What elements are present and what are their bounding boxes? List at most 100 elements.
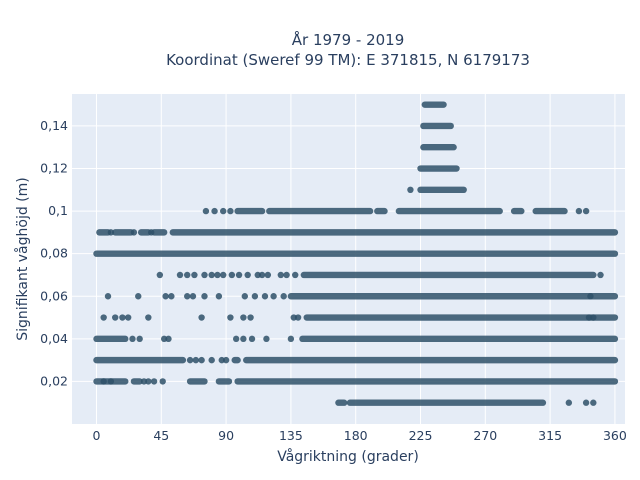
chart-title-line-1: År 1979 - 2019 xyxy=(292,30,405,49)
y-tick-label: 0,04 xyxy=(40,331,68,346)
data-point xyxy=(241,293,249,300)
data-point xyxy=(165,335,172,343)
data-point xyxy=(240,314,247,321)
data-point xyxy=(184,271,191,279)
data-point-cluster xyxy=(300,271,597,279)
data-point-cluster xyxy=(234,207,266,215)
x-tick-label: 180 xyxy=(344,428,368,443)
data-point xyxy=(247,314,254,321)
data-point xyxy=(251,293,259,300)
data-point-cluster xyxy=(137,229,152,236)
x-tick-label: 315 xyxy=(538,428,562,443)
y-tick-label: 0,02 xyxy=(40,373,68,388)
data-point-cluster xyxy=(231,356,241,364)
data-point xyxy=(215,293,223,300)
x-tick-label: 225 xyxy=(409,428,433,443)
data-point xyxy=(575,207,583,215)
data-point-cluster xyxy=(299,335,619,343)
y-axis-title: Signifikant våghöjd (m) xyxy=(14,177,31,340)
data-point xyxy=(220,207,227,215)
x-axis-title: Vågriktning (grader) xyxy=(277,448,419,465)
data-point xyxy=(202,207,210,215)
data-point xyxy=(222,356,230,364)
data-point xyxy=(176,271,184,279)
y-axis-ticks: 0,02 0,04 0,06 0,08 0,1 0,12 0,14 xyxy=(40,118,68,388)
data-point xyxy=(168,293,175,300)
data-point xyxy=(582,207,590,215)
data-point xyxy=(148,229,155,236)
data-point xyxy=(283,271,290,279)
data-point-cluster xyxy=(287,293,619,300)
data-point-cluster xyxy=(303,314,619,321)
data-point xyxy=(220,271,227,279)
y-tick-label: 0,08 xyxy=(40,246,68,261)
data-point xyxy=(263,335,270,343)
data-point xyxy=(124,314,132,321)
data-point-cluster xyxy=(243,356,619,364)
data-point-cluster xyxy=(215,378,233,385)
data-point-cluster xyxy=(112,229,135,236)
data-point xyxy=(192,356,200,364)
data-point-cluster xyxy=(335,399,348,406)
data-point xyxy=(407,186,414,194)
data-point xyxy=(201,271,208,279)
chart-title-line-2: Koordinat (Sweref 99 TM): E 371815, N 61… xyxy=(166,51,530,69)
data-point xyxy=(145,314,152,321)
x-tick-label: 270 xyxy=(473,428,497,443)
data-point xyxy=(597,271,604,279)
data-point-cluster xyxy=(417,165,460,172)
data-point xyxy=(189,293,197,300)
data-point-cluster xyxy=(420,122,454,130)
data-point xyxy=(201,293,208,300)
data-point xyxy=(184,293,191,300)
plot-area xyxy=(72,94,625,424)
data-point-cluster xyxy=(395,207,503,215)
data-point xyxy=(145,378,152,385)
data-point-cluster xyxy=(266,207,374,215)
data-point xyxy=(156,271,164,279)
data-point xyxy=(208,271,215,279)
data-point xyxy=(214,271,221,279)
data-point xyxy=(287,335,295,343)
data-point xyxy=(277,271,285,279)
data-point xyxy=(244,271,251,279)
data-point xyxy=(136,335,143,343)
x-tick-label: 360 xyxy=(603,428,627,443)
data-point xyxy=(198,314,205,321)
data-point xyxy=(264,271,272,279)
y-tick-label: 0,12 xyxy=(40,161,68,176)
data-point xyxy=(135,293,142,300)
data-point-cluster xyxy=(374,207,388,215)
data-point xyxy=(590,314,597,321)
data-point xyxy=(191,271,198,279)
data-point-cluster xyxy=(421,101,447,108)
data-point xyxy=(235,271,243,279)
data-point xyxy=(100,378,107,385)
data-point xyxy=(100,314,107,321)
data-point xyxy=(211,207,218,215)
x-tick-label: 135 xyxy=(279,428,303,443)
data-point-cluster xyxy=(96,229,112,236)
data-point-cluster xyxy=(169,229,619,236)
data-points xyxy=(93,101,619,406)
data-point xyxy=(162,293,169,300)
data-point xyxy=(232,335,240,343)
x-axis-ticks: 0 45 90 135 180 225 270 315 360 xyxy=(93,428,627,443)
y-tick-label: 0,14 xyxy=(40,118,68,133)
data-point-cluster xyxy=(234,378,619,385)
data-point xyxy=(119,314,126,321)
data-point xyxy=(227,207,234,215)
data-point-cluster xyxy=(93,335,129,343)
data-point xyxy=(248,335,256,343)
data-point xyxy=(270,293,277,300)
data-point-cluster xyxy=(93,356,187,364)
data-point-cluster xyxy=(532,207,568,215)
data-point xyxy=(159,378,166,385)
y-tick-label: 0,06 xyxy=(40,288,68,303)
x-tick-label: 45 xyxy=(153,428,169,443)
data-point xyxy=(107,229,115,236)
data-point-cluster xyxy=(346,399,547,406)
data-point xyxy=(112,314,119,321)
data-point xyxy=(292,271,299,279)
